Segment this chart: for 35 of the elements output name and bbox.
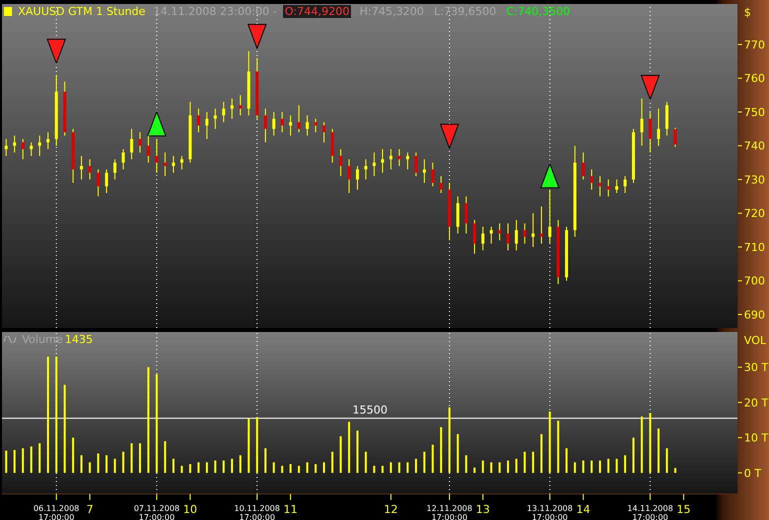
x-tick-label: 10.11.2008 17:00:00 (234, 504, 280, 520)
x-tick-label: 06.11.2008 17:00:00 (33, 504, 80, 520)
y-tick-label: 750 (744, 106, 765, 119)
y-axis-title: $ (744, 6, 751, 19)
chart-title: XAUUSD GTM 1 Stunde (18, 5, 146, 18)
x-tick-label: 14.11.2008 17:00:00 (627, 504, 674, 520)
y-tick-label: 720 (744, 207, 765, 220)
x-tick-label: 14 (576, 503, 590, 516)
y-tick-label: 0 T (744, 466, 762, 480)
y-tick-label: 730 (744, 173, 765, 186)
x-tick-label: 10 (183, 503, 198, 516)
y-tick-label: 10 T (744, 432, 768, 445)
x-tick-label: 11 (284, 503, 298, 516)
chart-subtitle: 1435 (64, 333, 93, 346)
chart-subtitle: 14.11.2008 23:00:00 - (153, 5, 277, 18)
x-tick-label: 12.11.2008 17:00:00 (426, 504, 472, 520)
annotation: O:744,9200 (282, 5, 352, 18)
y-tick-label: 760 (744, 72, 765, 86)
y-tick-label: 690 (744, 308, 765, 322)
x-tick-label: 07.11.2008 17:00:00 (134, 504, 180, 520)
ref-line-label: 15500 (352, 403, 388, 416)
y-tick-label: 770 (744, 38, 765, 52)
y-tick-label: 20 T (744, 396, 768, 410)
x-tick-label: 13.11.2008 17:00:00 (526, 504, 573, 520)
x-tick-label: 15 (676, 503, 691, 516)
x-tick-label: 13 (476, 503, 490, 516)
y-tick-label: 700 (744, 274, 765, 288)
y-tick-label: 30 T (744, 361, 768, 374)
x-tick-label: 12 (384, 503, 398, 516)
y-tick-label: 710 (744, 240, 765, 254)
y-tick-label: 740 (744, 140, 765, 153)
y-axis-title: VOL (744, 334, 766, 347)
annotation: C:740,3500 (505, 5, 572, 18)
annotation: L:739,6500 (432, 5, 498, 18)
x-tick-label: 7 (86, 503, 94, 516)
